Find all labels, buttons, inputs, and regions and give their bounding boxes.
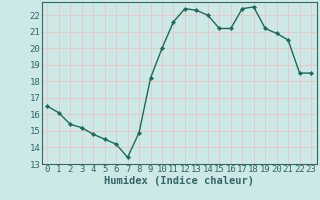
X-axis label: Humidex (Indice chaleur): Humidex (Indice chaleur) xyxy=(104,176,254,186)
